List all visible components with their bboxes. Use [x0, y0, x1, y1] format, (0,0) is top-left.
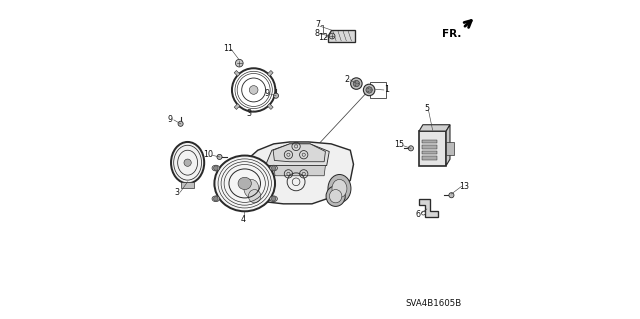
Circle shape — [367, 91, 369, 92]
Text: 10: 10 — [203, 150, 212, 159]
Bar — [268, 70, 273, 76]
Ellipse shape — [269, 196, 277, 202]
Circle shape — [367, 88, 369, 89]
Bar — [268, 104, 273, 109]
Circle shape — [273, 93, 278, 98]
Circle shape — [371, 89, 372, 91]
Ellipse shape — [269, 165, 277, 171]
Circle shape — [351, 78, 362, 89]
Polygon shape — [419, 199, 438, 217]
Text: 8: 8 — [315, 29, 320, 38]
Circle shape — [184, 159, 191, 166]
Polygon shape — [266, 144, 329, 166]
Circle shape — [329, 33, 335, 39]
Circle shape — [250, 85, 258, 94]
Circle shape — [408, 146, 413, 151]
FancyBboxPatch shape — [445, 142, 454, 155]
Circle shape — [364, 84, 375, 96]
Circle shape — [271, 197, 276, 201]
Circle shape — [236, 59, 243, 67]
Circle shape — [178, 121, 183, 126]
Ellipse shape — [244, 179, 259, 198]
Ellipse shape — [240, 174, 263, 203]
Circle shape — [449, 193, 454, 198]
Text: 3: 3 — [175, 189, 180, 197]
Ellipse shape — [330, 189, 342, 203]
Text: 6: 6 — [416, 210, 420, 219]
Bar — [234, 104, 240, 109]
Circle shape — [422, 211, 425, 215]
Ellipse shape — [326, 186, 345, 206]
Bar — [234, 70, 240, 76]
Ellipse shape — [214, 156, 275, 211]
Polygon shape — [446, 125, 450, 166]
Polygon shape — [239, 142, 353, 204]
Ellipse shape — [212, 196, 220, 202]
Circle shape — [355, 85, 356, 86]
Ellipse shape — [245, 186, 264, 206]
FancyBboxPatch shape — [422, 139, 436, 143]
Text: FR.: FR. — [442, 29, 461, 39]
Circle shape — [214, 197, 218, 201]
Ellipse shape — [212, 165, 220, 171]
Text: 1: 1 — [384, 85, 389, 94]
Polygon shape — [419, 125, 450, 131]
Text: 9: 9 — [265, 89, 270, 98]
Ellipse shape — [171, 142, 204, 183]
Bar — [181, 182, 194, 188]
Text: 9: 9 — [168, 115, 173, 124]
Circle shape — [355, 81, 356, 83]
Text: 15: 15 — [394, 140, 404, 149]
Ellipse shape — [238, 177, 252, 189]
Ellipse shape — [248, 189, 261, 203]
Circle shape — [214, 166, 218, 170]
FancyBboxPatch shape — [422, 156, 436, 160]
Polygon shape — [274, 166, 325, 176]
Text: SVA4B1605B: SVA4B1605B — [405, 299, 461, 308]
Circle shape — [358, 83, 359, 84]
Text: 3: 3 — [246, 109, 251, 118]
FancyBboxPatch shape — [422, 151, 436, 154]
Text: 11: 11 — [223, 44, 233, 53]
Text: 7: 7 — [315, 20, 320, 29]
Text: 13: 13 — [459, 182, 469, 191]
FancyBboxPatch shape — [419, 131, 446, 166]
Text: 2: 2 — [344, 75, 349, 84]
Polygon shape — [273, 144, 325, 162]
Circle shape — [366, 87, 372, 93]
Circle shape — [353, 80, 360, 87]
Ellipse shape — [213, 177, 276, 193]
Circle shape — [271, 166, 276, 170]
Ellipse shape — [332, 179, 347, 198]
Text: 4: 4 — [240, 215, 245, 224]
Text: 5: 5 — [424, 104, 429, 113]
FancyBboxPatch shape — [422, 145, 436, 149]
Polygon shape — [328, 30, 355, 42]
Circle shape — [217, 154, 222, 160]
Ellipse shape — [328, 174, 351, 203]
Text: 12: 12 — [318, 33, 328, 42]
